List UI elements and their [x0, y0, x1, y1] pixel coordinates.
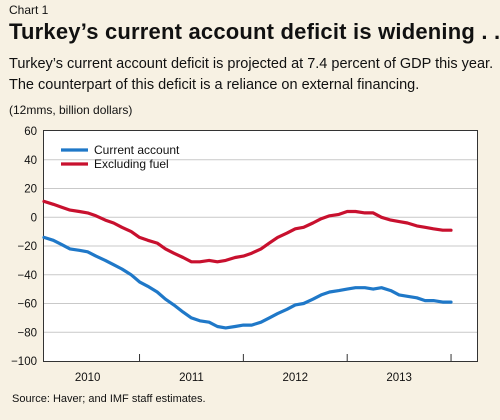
x-tick-label: 2010	[75, 372, 101, 384]
x-tick-label: 2012	[282, 372, 308, 384]
chart-label: Chart 1	[9, 3, 49, 17]
series-line-excluding-fuel	[42, 199, 453, 264]
series-line-current-account	[42, 235, 453, 330]
year-separators	[139, 354, 452, 361]
source-note: Source: Haver; and IMF staff estimates.	[12, 393, 206, 405]
y-tick-label: 40	[24, 155, 37, 167]
y-axis: 60 40 20 0 −20 −40 −60 −80 −100	[11, 126, 37, 368]
series-lines	[42, 199, 453, 330]
y-tick-label: −80	[17, 327, 37, 339]
chart-subtitle: Turkey’s current account deficit is proj…	[9, 56, 494, 93]
y-tick-label: 60	[24, 126, 37, 138]
x-tick-label: 2011	[179, 372, 204, 384]
legend-label: Current account	[94, 143, 180, 157]
y-tick-label: 20	[24, 184, 37, 196]
x-axis: 2010 2011 2012 2013	[75, 372, 412, 384]
chart-title: Turkey’s current account deficit is wide…	[9, 19, 500, 44]
y-tick-label: −100	[11, 356, 37, 368]
legend-label: Excluding fuel	[94, 157, 169, 171]
gridlines	[44, 159, 477, 333]
y-tick-label: 0	[31, 212, 37, 224]
y-tick-label: −60	[17, 299, 37, 311]
units-label: (12mms, billion dollars)	[9, 103, 133, 117]
y-tick-label: −20	[17, 241, 37, 253]
x-tick-label: 2013	[386, 372, 412, 384]
y-tick-label: −40	[17, 270, 37, 282]
